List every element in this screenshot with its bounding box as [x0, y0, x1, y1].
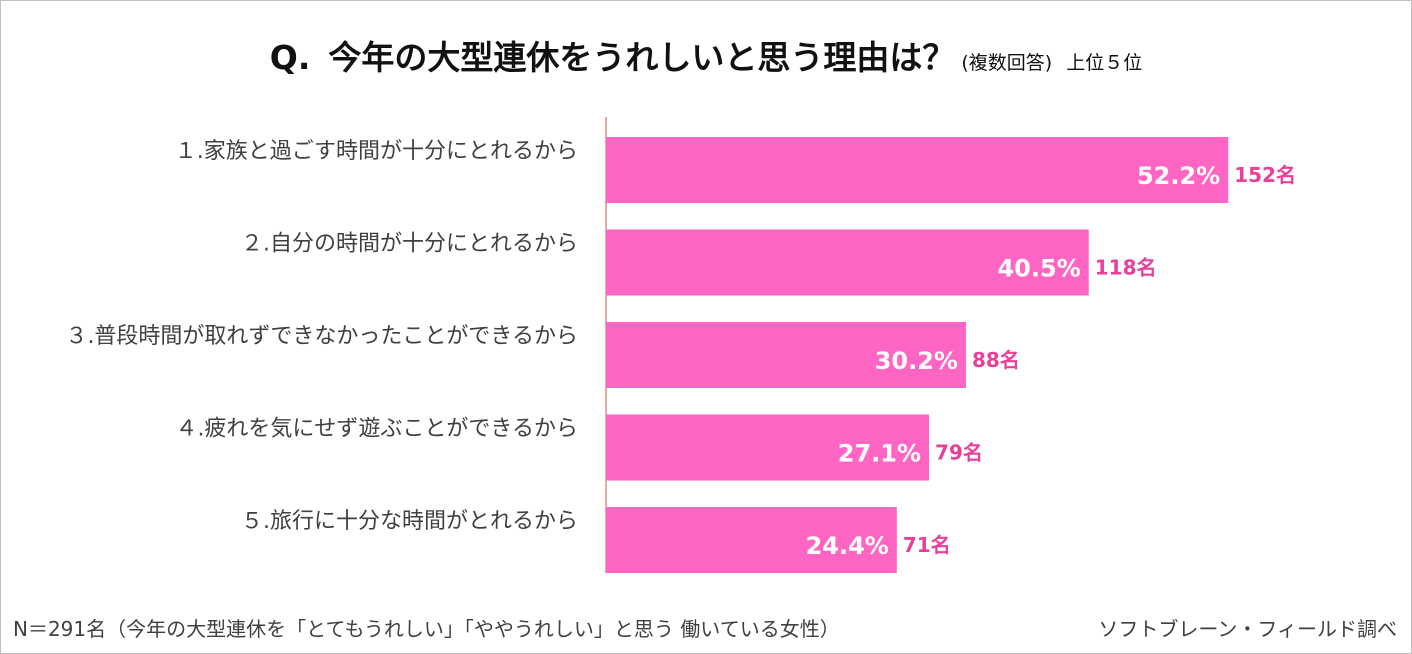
data-label-4: 27.1%	[838, 440, 921, 468]
data-label-5: 24.4%	[806, 532, 889, 560]
count-label-2: 118名	[1095, 256, 1157, 280]
title-text: 今年の大型連休をうれしいと思う理由は？	[328, 38, 956, 77]
category-label-4: ４.疲れを気にせず遊ぶことができるから	[175, 417, 578, 442]
source-note: ソフトブレーン・フィールド調べ	[1098, 617, 1397, 641]
count-label-1: 152名	[1234, 163, 1296, 187]
category-label-3: ３.普段時間が取れずできなかったことができるから	[65, 324, 578, 349]
bar-4	[606, 414, 930, 481]
count-label-3: 88名	[972, 348, 1020, 372]
sample-note: N＝291名（今年の大型連休を「とてもうれしい」「ややうれしい」と思う 働いてい…	[13, 617, 840, 641]
category-label-2: ２.自分の時間が十分にとれるから	[241, 232, 578, 257]
bar-5	[606, 507, 897, 573]
category-label-5: ５.旅行に十分な時間がとれるから	[241, 509, 578, 534]
bar-3	[606, 322, 966, 388]
bar-2	[606, 229, 1089, 296]
data-label-2: 40.5%	[997, 255, 1080, 283]
title-rank: 上位５位	[1066, 52, 1143, 74]
category-label-1: １.家族と過ごす時間が十分にとれるから	[175, 139, 578, 164]
chart-title: Q. 今年の大型連休をうれしいと思う理由は？ (複数回答) 上位５位	[1, 31, 1411, 79]
title-q-marker: Q.	[269, 38, 311, 77]
bar-1	[606, 137, 1229, 203]
data-label-3: 30.2%	[875, 347, 958, 375]
title-note: (複数回答)	[961, 52, 1053, 74]
count-label-5: 71名	[903, 533, 951, 557]
data-label-1: 52.2%	[1137, 162, 1220, 190]
bar-chart: １.家族と過ごす時間が十分にとれるから 52.2% 152名 ２.自分の時間が十分にと…	[65, 117, 1296, 573]
count-label-4: 79名	[935, 441, 983, 465]
